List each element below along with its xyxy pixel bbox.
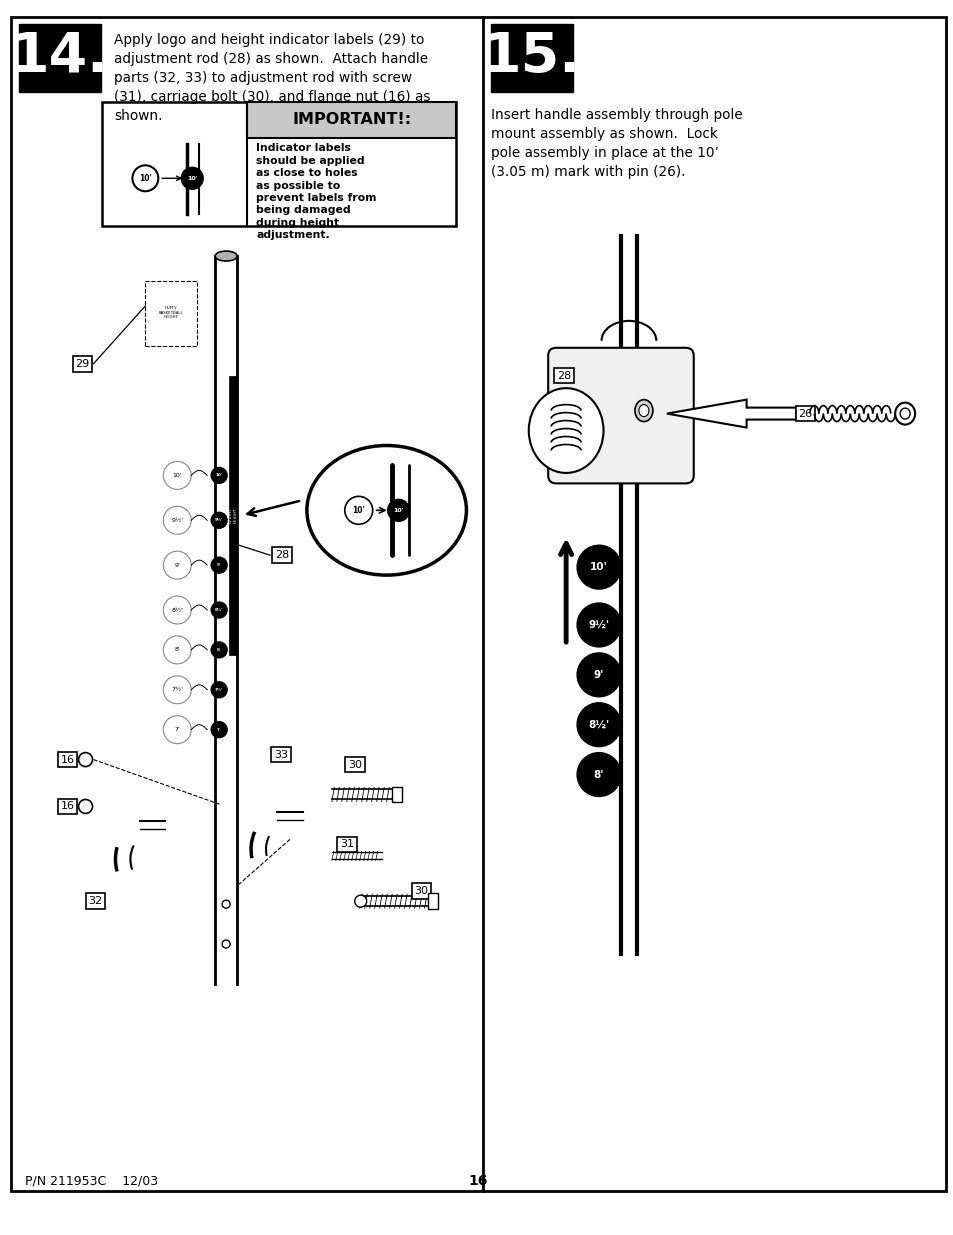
Circle shape (211, 557, 227, 573)
Text: 8': 8' (217, 648, 221, 652)
Text: 30: 30 (348, 760, 361, 769)
Text: 8½': 8½' (214, 608, 223, 613)
Text: 8': 8' (593, 769, 603, 779)
Circle shape (163, 462, 191, 489)
Bar (491, 23, 573, 91)
Text: 9½': 9½' (172, 517, 183, 522)
Bar (102, 101, 456, 226)
Text: 29: 29 (75, 358, 90, 369)
Text: 7½': 7½' (172, 688, 183, 693)
Text: 10': 10' (215, 473, 222, 478)
Circle shape (211, 682, 227, 698)
Circle shape (222, 940, 230, 948)
Circle shape (211, 721, 227, 737)
Circle shape (211, 601, 227, 618)
Bar (392, 787, 401, 803)
Text: 9½': 9½' (588, 620, 609, 630)
Text: 10': 10' (172, 473, 182, 478)
Text: GFIGHT
HEIGHT: GFIGHT HEIGHT (229, 508, 237, 524)
Circle shape (181, 167, 203, 189)
Polygon shape (666, 400, 796, 427)
Ellipse shape (639, 405, 648, 416)
Circle shape (163, 597, 191, 624)
Text: IMPORTANT!:: IMPORTANT!: (292, 112, 411, 127)
Text: 9': 9' (593, 669, 603, 679)
Ellipse shape (894, 403, 914, 425)
Text: 9': 9' (174, 563, 180, 568)
Text: 10': 10' (139, 174, 152, 183)
Bar (229, 375, 235, 655)
Text: P/N 211953C    12/03: P/N 211953C 12/03 (25, 1174, 157, 1188)
Circle shape (387, 499, 409, 521)
Text: 28: 28 (274, 550, 289, 561)
Circle shape (78, 752, 92, 767)
Text: 7': 7' (217, 727, 221, 731)
Text: 15.: 15. (482, 30, 580, 84)
Ellipse shape (307, 446, 466, 576)
Circle shape (577, 752, 620, 797)
Circle shape (577, 653, 620, 697)
Text: 32: 32 (89, 897, 103, 906)
Text: 30: 30 (415, 887, 428, 897)
Circle shape (577, 603, 620, 647)
Circle shape (355, 895, 366, 908)
Ellipse shape (528, 388, 603, 473)
Text: 16: 16 (61, 802, 74, 811)
Circle shape (163, 506, 191, 535)
Circle shape (211, 467, 227, 483)
Text: 8': 8' (174, 647, 180, 652)
Ellipse shape (900, 408, 909, 419)
Text: 31: 31 (339, 840, 354, 850)
Circle shape (163, 636, 191, 664)
Circle shape (211, 513, 227, 529)
Text: Indicator labels
should be applied
as close to holes
as possible to
prevent labe: Indicator labels should be applied as cl… (255, 143, 376, 240)
Text: 16: 16 (468, 1174, 488, 1188)
Circle shape (577, 545, 620, 589)
Text: 9½': 9½' (214, 519, 223, 522)
Text: 8½': 8½' (588, 720, 609, 730)
Text: 10': 10' (352, 506, 365, 515)
Bar (247, 101, 456, 138)
Bar (145, 282, 197, 346)
Text: 28: 28 (557, 370, 571, 380)
Circle shape (344, 496, 373, 525)
Circle shape (222, 900, 230, 908)
Bar (19, 23, 100, 91)
Text: 8½': 8½' (172, 608, 183, 613)
Text: 10': 10' (590, 562, 607, 572)
Text: 7½': 7½' (214, 688, 223, 692)
Text: 33: 33 (274, 750, 288, 760)
Text: 26: 26 (798, 409, 812, 419)
Text: 14.: 14. (10, 30, 109, 84)
Text: 10': 10' (393, 508, 403, 513)
Text: 7': 7' (174, 727, 180, 732)
Bar (427, 893, 437, 909)
Text: 16: 16 (61, 755, 74, 764)
Ellipse shape (635, 400, 652, 421)
Circle shape (163, 716, 191, 743)
Circle shape (577, 703, 620, 747)
Circle shape (163, 551, 191, 579)
Ellipse shape (215, 251, 237, 261)
Circle shape (132, 165, 158, 191)
Text: Apply logo and height indicator labels (29) to
adjustment rod (28) as shown.  At: Apply logo and height indicator labels (… (114, 32, 431, 122)
Circle shape (211, 642, 227, 658)
Text: 9': 9' (217, 563, 221, 567)
Circle shape (78, 799, 92, 814)
Circle shape (163, 676, 191, 704)
Text: Insert handle assembly through pole
mount assembly as shown.  Lock
pole assembly: Insert handle assembly through pole moun… (491, 109, 742, 179)
Text: HUFFY
BASKETBALL
HEIGHT: HUFFY BASKETBALL HEIGHT (159, 306, 183, 320)
Text: 10': 10' (187, 175, 197, 180)
FancyBboxPatch shape (548, 348, 693, 483)
